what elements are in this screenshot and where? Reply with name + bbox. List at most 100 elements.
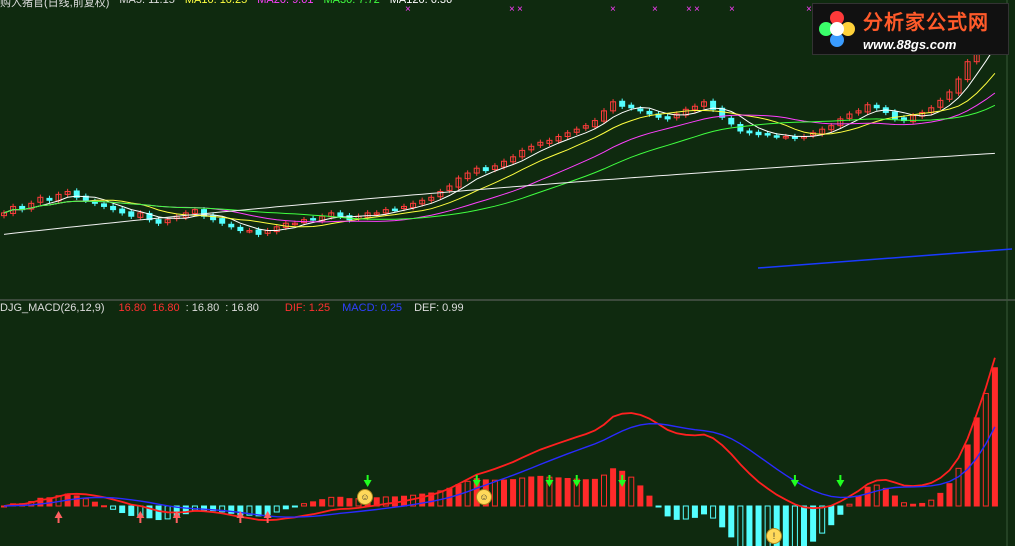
macd-bar [91, 501, 98, 507]
candle [37, 196, 44, 203]
macd-bar [691, 505, 698, 518]
candle [146, 212, 153, 221]
candle [455, 177, 462, 188]
macd-bar [819, 505, 826, 534]
indicator-value-2: 16.80 [152, 302, 180, 314]
buy-arrow-icon [545, 480, 554, 487]
ma10-label: MA10: 10.25 [184, 0, 248, 6]
macd-bar [973, 417, 980, 507]
price-panel [0, 18, 1013, 546]
macd-bar [982, 392, 989, 507]
candle [246, 230, 253, 233]
buy-arrow-icon [472, 480, 481, 487]
candle [446, 185, 453, 191]
candle [864, 104, 871, 113]
macd-bar [746, 505, 753, 546]
macd-bar [110, 505, 117, 510]
signal-marker: × [517, 4, 523, 15]
candle [528, 145, 535, 151]
signal-marker: × [652, 4, 658, 15]
candle [791, 136, 798, 139]
macd-bar [637, 485, 644, 507]
candle [546, 139, 553, 144]
macd-bar [328, 496, 335, 507]
buy-arrow-icon [572, 480, 581, 487]
macd-bar [155, 505, 162, 521]
candle [237, 226, 244, 232]
candle [373, 212, 380, 215]
macd-bar [882, 487, 889, 507]
buy-arrow-stem [621, 475, 624, 480]
sell-arrow-icon [263, 511, 272, 518]
macd-bar [837, 505, 844, 515]
macd-bar [273, 505, 280, 513]
ma30-line [3, 104, 996, 220]
candle [855, 110, 862, 114]
candle [464, 172, 471, 180]
candle [846, 113, 853, 119]
signal-marker: × [509, 4, 515, 15]
buy-arrow-stem [793, 475, 796, 480]
sell-arrow-icon [172, 511, 181, 518]
macd-bar [282, 505, 289, 510]
macd-bar [991, 367, 998, 507]
candle [191, 209, 198, 214]
macd-bar [528, 476, 535, 507]
candle [646, 110, 653, 115]
macd-bar [737, 505, 744, 546]
candle [401, 205, 407, 210]
sell-arrow-stem [266, 518, 269, 523]
macd-bar [701, 505, 707, 515]
macd-bar [119, 505, 126, 514]
macd-bar [501, 479, 507, 507]
candle [910, 115, 917, 123]
ma120-line [3, 152, 995, 235]
candle [410, 202, 417, 209]
macd-bar [146, 505, 153, 519]
buy-arrow-stem [366, 475, 369, 480]
macd-bar [337, 496, 344, 507]
candle [782, 136, 789, 139]
candle [891, 111, 898, 120]
macd-bar [591, 478, 598, 507]
macd-bar [873, 484, 880, 507]
macd-bar [246, 505, 253, 516]
candle [64, 191, 71, 195]
candle [419, 199, 426, 205]
signal-marker: × [694, 4, 700, 15]
macd-bar [319, 499, 326, 507]
signal-marker: × [610, 4, 616, 15]
candle [873, 104, 880, 109]
buy-arrow-icon [618, 480, 627, 487]
macd-bar [519, 477, 526, 507]
ma10-line [3, 72, 996, 228]
candle [473, 167, 480, 174]
macd-bar [428, 492, 435, 507]
candle [101, 203, 107, 207]
macd-bar [291, 505, 298, 508]
candle [937, 99, 944, 108]
ma30-label: MA30: 7.72 [323, 0, 380, 6]
top-legend: 购入猪官(日线,前复权) MA5: 11.15 MA10: 10.25 MA20… [0, 0, 452, 9]
candle [482, 167, 489, 172]
candle [573, 128, 580, 133]
macd-bar [919, 502, 926, 507]
buy-arrow-icon [790, 480, 799, 487]
candle [964, 61, 971, 81]
sell-arrow-stem [57, 518, 60, 523]
macd-bar [864, 486, 871, 507]
macd-bar [682, 505, 689, 520]
candle [828, 125, 835, 131]
macd-bar [928, 499, 935, 507]
signal-marker: × [729, 4, 735, 15]
macd-bar [964, 444, 971, 507]
buy-arrow-stem [475, 475, 478, 480]
logo-name: 分析家公式网 [863, 12, 989, 34]
macd-bar [419, 493, 426, 507]
macd-bar [801, 505, 807, 546]
macd-bar [582, 479, 589, 507]
candle [501, 160, 507, 168]
candle [128, 211, 135, 217]
macd-bar [610, 468, 617, 507]
